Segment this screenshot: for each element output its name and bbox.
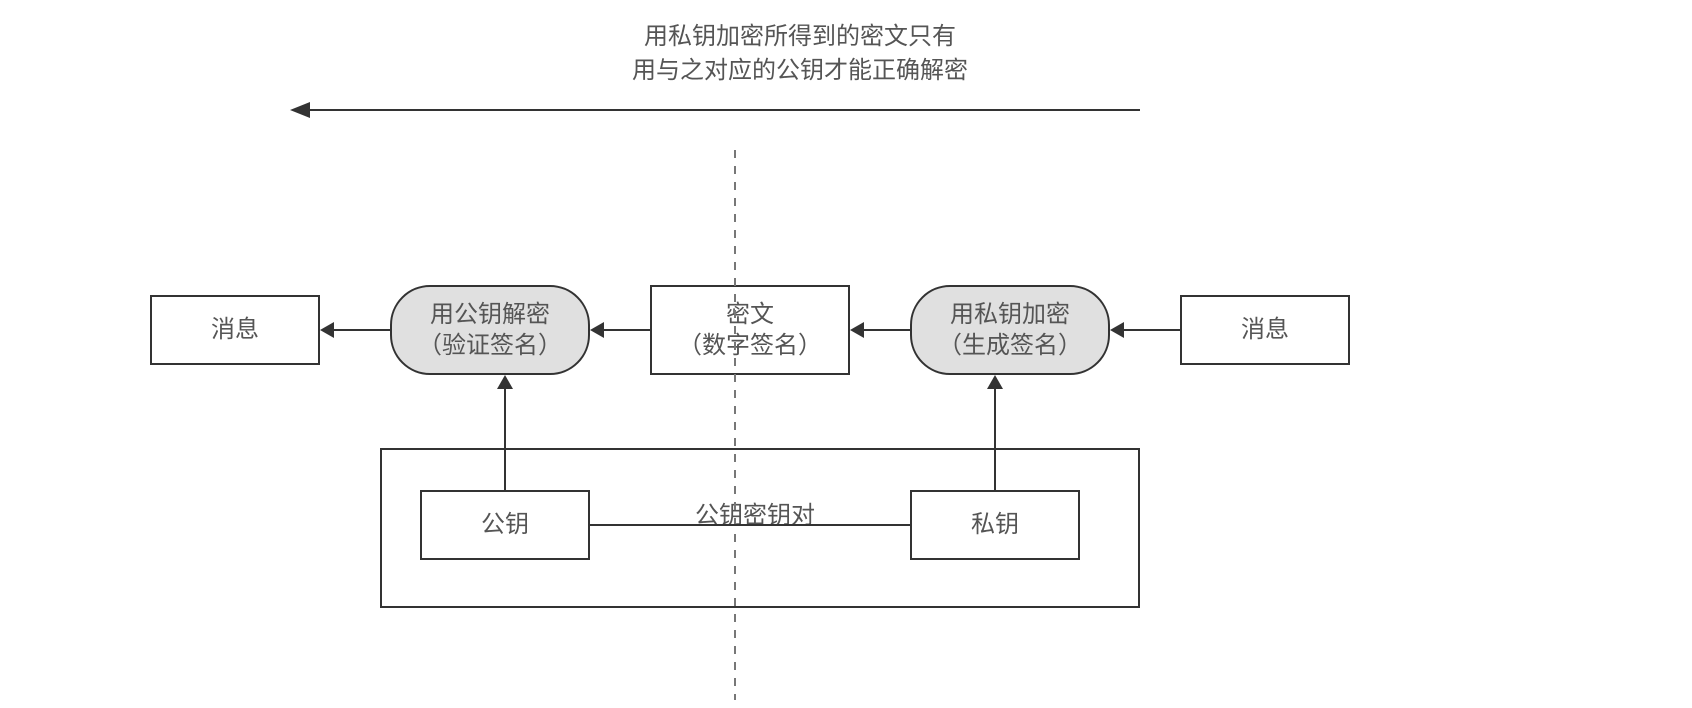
node-cipher: 密文 （数字签名） <box>650 285 850 375</box>
edge-encrypt-to-cipher-head <box>850 322 864 338</box>
caption: 用私钥加密所得到的密文只有 用与之对应的公钥才能正确解密 <box>550 20 1050 87</box>
node-encrypt: 用私钥加密 （生成签名） <box>910 285 1110 375</box>
node-message-right: 消息 <box>1180 295 1350 365</box>
node-private-key-label: 私钥 <box>971 509 1019 540</box>
diagram-canvas: 用私钥加密所得到的密文只有 用与之对应的公钥才能正确解密 消息 用公钥解密 （验… <box>0 0 1692 708</box>
node-message-left: 消息 <box>150 295 320 365</box>
node-cipher-line1: 密文 <box>726 299 774 330</box>
edge-msgright-to-encrypt-head <box>1110 322 1124 338</box>
edge-privkey-to-encrypt-head <box>987 375 1003 389</box>
node-decrypt: 用公钥解密 （验证签名） <box>390 285 590 375</box>
edge-pubkey-to-decrypt-head <box>497 375 513 389</box>
caption-line2: 用与之对应的公钥才能正确解密 <box>550 54 1050 88</box>
node-cipher-line2: （数字签名） <box>678 330 822 361</box>
node-decrypt-line2: （验证签名） <box>418 330 562 361</box>
node-public-key: 公钥 <box>420 490 590 560</box>
node-public-key-label: 公钥 <box>481 509 529 540</box>
node-message-right-label: 消息 <box>1241 314 1289 345</box>
caption-line1: 用私钥加密所得到的密文只有 <box>550 20 1050 54</box>
node-encrypt-line2: （生成签名） <box>938 330 1082 361</box>
node-decrypt-line1: 用公钥解密 <box>430 299 550 330</box>
edge-decrypt-to-msgleft-head <box>320 322 334 338</box>
node-encrypt-line1: 用私钥加密 <box>950 299 1070 330</box>
node-private-key: 私钥 <box>910 490 1080 560</box>
edge-cipher-to-decrypt-head <box>590 322 604 338</box>
top-arrow-head <box>290 102 310 118</box>
keypair-label: 公钥密钥对 <box>690 495 820 530</box>
node-message-left-label: 消息 <box>211 314 259 345</box>
